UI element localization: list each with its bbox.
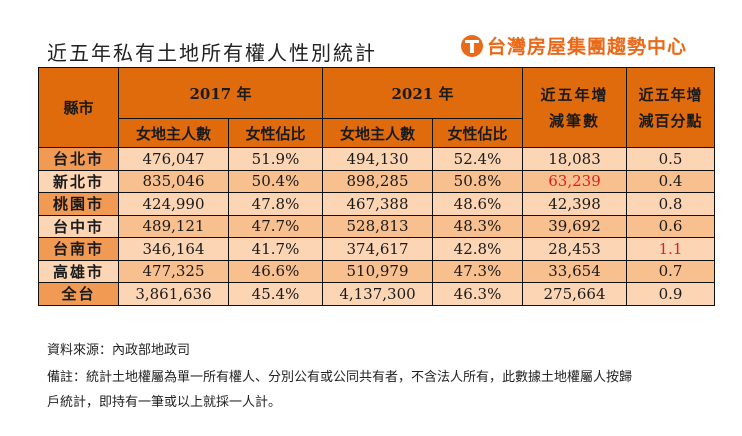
city-cell: 新北市: [38, 169, 119, 193]
diff-count: 33,654: [522, 259, 627, 283]
header-city: 縣市: [38, 67, 119, 148]
diff-count: 42,398: [522, 192, 627, 216]
table-row: 台中市 489,121 47.7% 528,813 48.3% 39,692 0…: [38, 214, 715, 238]
female-owners-2021: 374,617: [322, 237, 433, 261]
city-cell: 全台: [38, 282, 119, 306]
female-ratio-2017: 50.4%: [228, 169, 323, 193]
page-title: 近五年私有土地所有權人性別統計: [47, 41, 377, 65]
female-ratio-2021: 47.3%: [432, 259, 523, 283]
table-row: 台北市 476,047 51.9% 494,130 52.4% 18,083 0…: [38, 147, 715, 171]
female-owners-2017: 835,046: [118, 169, 229, 193]
header-female-ratio-2021: 女性佔比: [432, 118, 523, 148]
statistics-table: 縣市 2017 年 2021 年 近五年增減筆數 近五年增減百分點 女地主人數 …: [38, 67, 715, 306]
diff-pct: 0.7: [626, 259, 715, 283]
header-year-2017: 2017 年: [118, 67, 323, 119]
female-ratio-2021: 42.8%: [432, 237, 523, 261]
female-ratio-2021: 48.3%: [432, 214, 523, 238]
female-owners-2021: 494,130: [322, 147, 433, 171]
header-female-owners-2021: 女地主人數: [322, 118, 433, 148]
female-owners-2021: 898,285: [322, 169, 433, 193]
female-owners-2021: 4,137,300: [322, 282, 433, 306]
header-female-owners-2017: 女地主人數: [118, 118, 229, 148]
female-ratio-2021: 52.4%: [432, 147, 523, 171]
header-diff-count: 近五年增減筆數: [522, 67, 627, 148]
city-cell: 台中市: [38, 214, 119, 238]
city-cell: 台南市: [38, 237, 119, 261]
brand-name: 台灣房屋集團趨勢中心: [487, 36, 688, 58]
female-owners-2017: 476,047: [118, 147, 229, 171]
city-cell: 高雄市: [38, 259, 119, 283]
female-owners-2021: 467,388: [322, 192, 433, 216]
female-owners-2017: 424,990: [118, 192, 229, 216]
female-owners-2017: 3,861,636: [118, 282, 229, 306]
diff-pct: 0.4: [626, 169, 715, 193]
diff-pct: 0.5: [626, 147, 715, 171]
table-row-total: 全台 3,861,636 45.4% 4,137,300 46.3% 275,6…: [38, 282, 715, 306]
city-cell: 台北市: [38, 147, 119, 171]
female-ratio-2021: 50.8%: [432, 169, 523, 193]
female-ratio-2017: 51.9%: [228, 147, 323, 171]
diff-count: 63,239: [522, 169, 627, 193]
remark-line-2: 戶統計，即持有一筆或以上就採一人計。: [47, 395, 282, 410]
diff-pct: 0.9: [626, 282, 715, 306]
female-owners-2017: 346,164: [118, 237, 229, 261]
female-owners-2021: 528,813: [322, 214, 433, 238]
diff-count: 18,083: [522, 147, 627, 171]
table-row: 新北市 835,046 50.4% 898,285 50.8% 63,239 0…: [38, 169, 715, 193]
diff-pct: 0.8: [626, 192, 715, 216]
diff-count: 275,664: [522, 282, 627, 306]
diff-pct: 0.6: [626, 214, 715, 238]
brand-logo: 台灣房屋集團趨勢中心: [461, 32, 687, 59]
diff-pct: 1.1: [626, 237, 715, 261]
header-diff-pct: 近五年增減百分點: [626, 67, 715, 148]
table-row: 台南市 346,164 41.7% 374,617 42.8% 28,453 1…: [38, 237, 715, 261]
header-female-ratio-2017: 女性佔比: [228, 118, 323, 148]
diff-count: 39,692: [522, 214, 627, 238]
brand-logo-icon: [461, 34, 483, 57]
female-ratio-2021: 46.3%: [432, 282, 523, 306]
female-ratio-2017: 45.4%: [228, 282, 323, 306]
header-year-2021: 2021 年: [322, 67, 523, 119]
remark-line-1: 備註：統計土地權屬為單一所有權人、分別公有或公同共有者，不含法人所有，此數據土地…: [47, 370, 633, 385]
female-ratio-2017: 46.6%: [228, 259, 323, 283]
female-owners-2017: 477,325: [118, 259, 229, 283]
table-row: 高雄市 477,325 46.6% 510,979 47.3% 33,654 0…: [38, 259, 715, 283]
female-ratio-2017: 47.7%: [228, 214, 323, 238]
source-note: 資料來源：內政部地政司: [47, 343, 191, 358]
city-cell: 桃園市: [38, 192, 119, 216]
female-owners-2021: 510,979: [322, 259, 433, 283]
female-ratio-2021: 48.6%: [432, 192, 523, 216]
diff-count: 28,453: [522, 237, 627, 261]
female-owners-2017: 489,121: [118, 214, 229, 238]
female-ratio-2017: 41.7%: [228, 237, 323, 261]
female-ratio-2017: 47.8%: [228, 192, 323, 216]
table-row: 桃園市 424,990 47.8% 467,388 48.6% 42,398 0…: [38, 192, 715, 216]
